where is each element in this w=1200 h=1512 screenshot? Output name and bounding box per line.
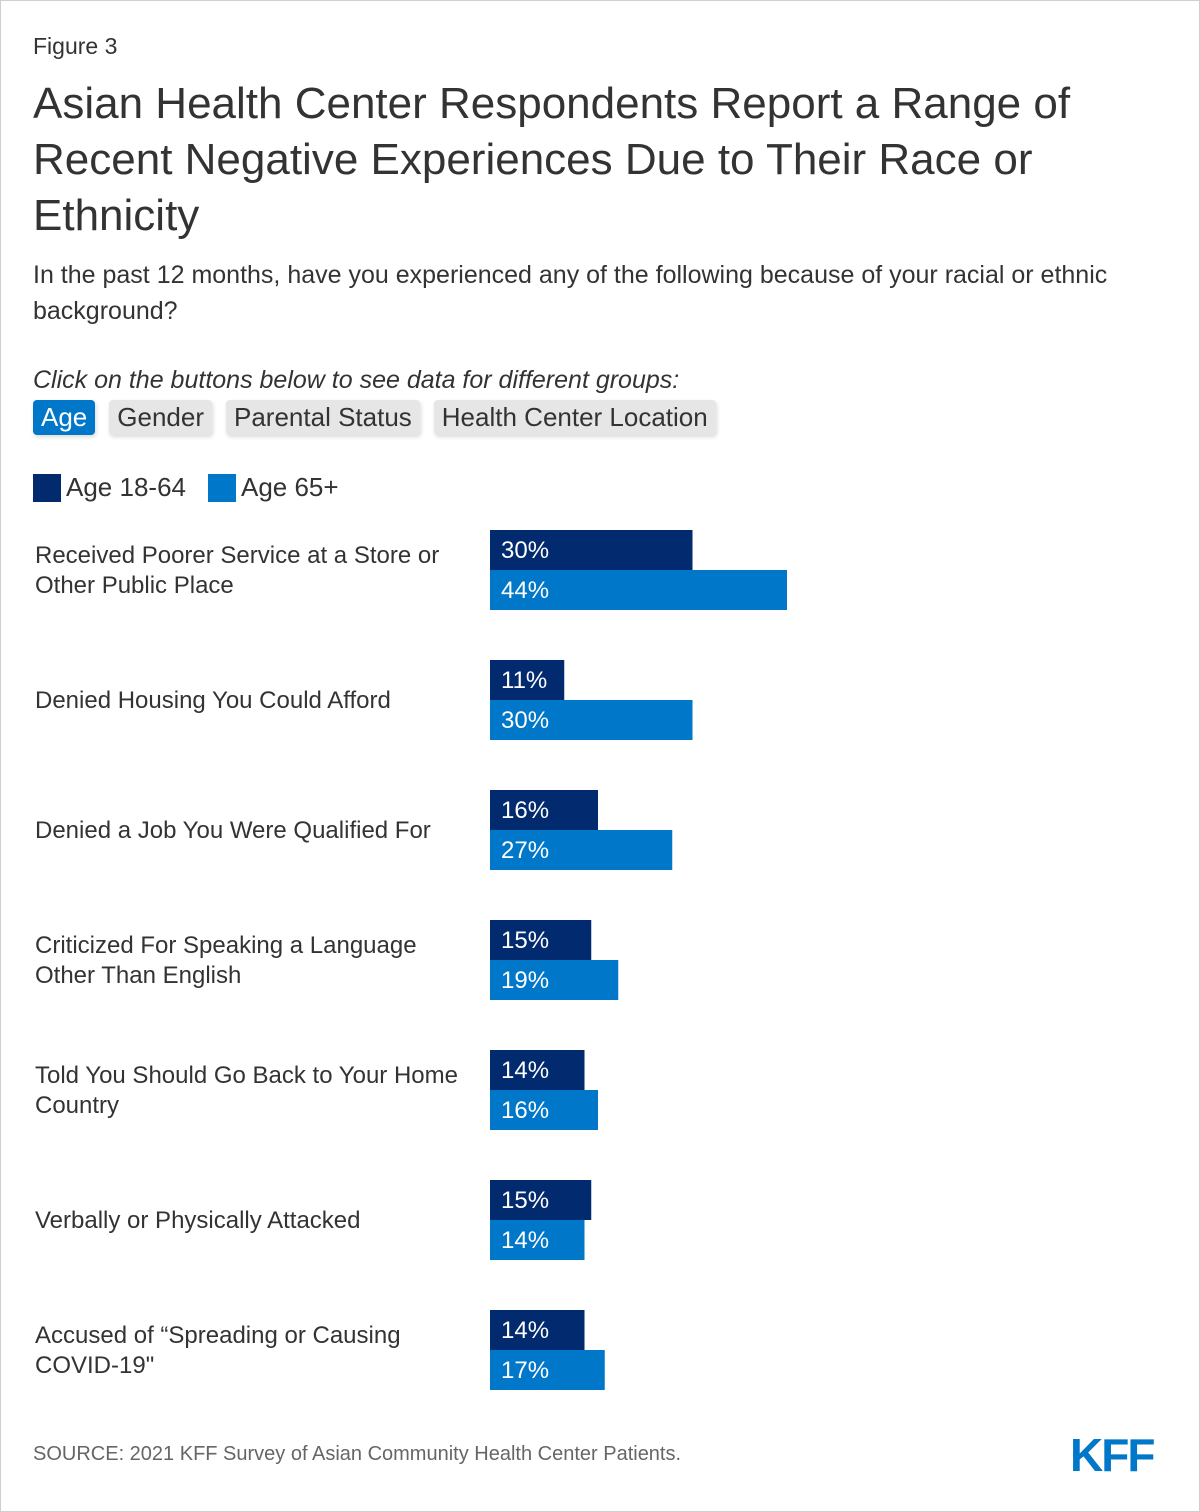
parental-status-button[interactable]: Parental Status — [226, 400, 420, 435]
bar-series-2 — [490, 570, 787, 610]
bar-series-1 — [490, 530, 693, 570]
category-label: Verbally or Physically Attacked — [35, 1207, 361, 1234]
group-button-bar: Age Gender Parental Status Health Center… — [33, 400, 716, 435]
bar-value-label: 30% — [501, 707, 549, 734]
bar-series-1 — [490, 1180, 592, 1220]
instruction-text: Click on the buttons below to see data f… — [33, 366, 680, 394]
bar-series-1 — [490, 1310, 585, 1350]
bar-series-2 — [490, 960, 619, 1000]
bar-value-label: 15% — [501, 1187, 549, 1214]
gender-button[interactable]: Gender — [109, 400, 212, 435]
bar-value-label: 15% — [501, 927, 549, 954]
bar-series-2 — [490, 830, 673, 870]
bar-series-1 — [490, 660, 565, 700]
bar-value-label: 17% — [501, 1357, 549, 1384]
legend-label-series-1: Age 18-64 — [66, 472, 186, 502]
legend-label-series-2: Age 65+ — [240, 472, 339, 502]
legend: Age 18-64 Age 65+ — [33, 472, 361, 503]
category-label: Accused of “Spreading or Causing COVID-19… — [35, 1322, 401, 1379]
health-center-location-button[interactable]: Health Center Location — [433, 400, 716, 435]
bar-series-1 — [490, 1050, 585, 1090]
chart-subtitle: In the past 12 months, have you experien… — [33, 261, 1108, 325]
category-label: Received Poorer Service at a Store or Oth… — [35, 542, 439, 599]
legend-item-series-1: Age 18-64 — [33, 472, 186, 503]
bar-value-label: 16% — [501, 1097, 549, 1124]
bar-series-1 — [490, 790, 598, 830]
kff-logo: KFF — [1070, 1429, 1155, 1481]
category-label: Denied Housing You Could Afford — [35, 687, 391, 714]
bar-value-label: 44% — [501, 577, 549, 604]
bar-series-2 — [490, 1220, 585, 1260]
bar-series-2 — [490, 700, 693, 740]
bar-series-1 — [490, 920, 592, 960]
bar-value-label: 30% — [501, 537, 549, 564]
bar-value-label: 27% — [501, 837, 549, 864]
legend-swatch-series-2 — [207, 473, 236, 502]
bar-value-label: 16% — [501, 797, 549, 824]
figure-label: Figure 3 — [33, 33, 118, 59]
bar-value-label: 14% — [501, 1057, 549, 1084]
bar-value-label: 19% — [501, 967, 549, 994]
bar-series-2 — [490, 1350, 605, 1390]
legend-item-series-2: Age 65+ — [207, 472, 339, 503]
bar-value-label: 14% — [501, 1227, 549, 1254]
age-button[interactable]: Age — [33, 400, 96, 435]
category-label: Denied a Job You Were Qualified For — [35, 817, 431, 844]
bar-value-label: 14% — [501, 1317, 549, 1344]
chart-title: Asian Health Center Respondents Report a… — [33, 79, 1071, 240]
bar-value-label: 11% — [501, 667, 547, 694]
legend-swatch-series-1 — [33, 473, 61, 502]
category-label: Criticized For Speaking a Language Other … — [35, 932, 417, 989]
category-label: Told You Should Go Back to Your Home Coun… — [35, 1062, 458, 1119]
source-note: SOURCE: 2021 KFF Survey of Asian Communi… — [33, 1443, 682, 1465]
bar-series-2 — [490, 1090, 598, 1130]
